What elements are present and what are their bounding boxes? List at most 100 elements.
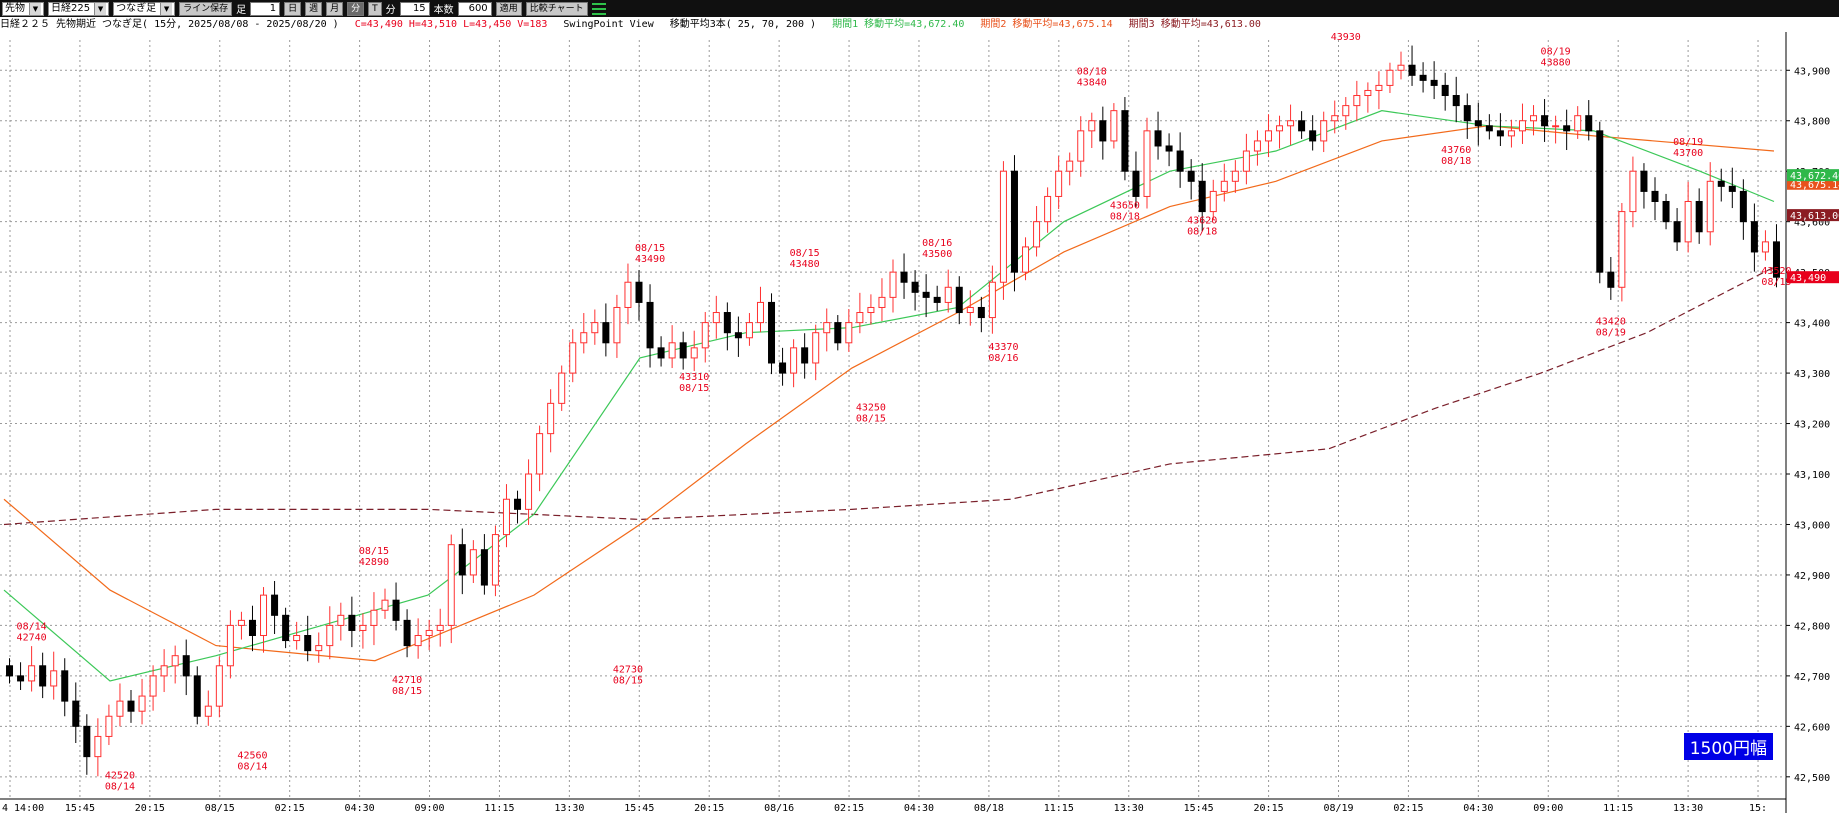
swing-point-label: 08/15 xyxy=(613,676,643,687)
swing-point-label: 08/15 xyxy=(392,686,422,697)
index-select[interactable]: 日経225 ▼ xyxy=(48,1,110,16)
view-label: SwingPoint View xyxy=(563,19,654,30)
candle-body xyxy=(812,332,820,364)
candle-body xyxy=(1320,120,1328,142)
candle-body xyxy=(436,624,444,631)
candle-body xyxy=(1651,190,1659,202)
candle-body xyxy=(1386,69,1394,86)
price-box-label: 43,675.14 xyxy=(1790,180,1839,191)
candle-body xyxy=(1518,120,1526,132)
swing-point-label: 43760 xyxy=(1441,145,1471,156)
x-tick-label: 15: xyxy=(1749,803,1767,813)
candlestick-chart[interactable]: 42,500 42,600 42,700 42,800 42,900 43,000 43,1… xyxy=(0,32,1839,813)
candle-body xyxy=(6,665,14,677)
candle-body xyxy=(1231,170,1239,182)
x-tick-label: 15:45 xyxy=(65,803,95,813)
candle-body xyxy=(458,544,466,576)
swing-point-label: 43370 xyxy=(988,342,1018,353)
candle-body xyxy=(1154,130,1162,147)
candle-body xyxy=(690,347,698,359)
price-box xyxy=(1787,271,1839,284)
swing-point-label: 43490 xyxy=(635,254,665,265)
candle-body xyxy=(237,619,245,626)
candle-body xyxy=(50,670,58,687)
price-box-label: 43,490 xyxy=(1790,273,1826,284)
candle-body xyxy=(1607,271,1615,288)
swing-point-label: 43840 xyxy=(1077,78,1107,89)
x-tick-label: 20:15 xyxy=(135,803,165,813)
candle-body xyxy=(845,322,853,344)
candle-body xyxy=(392,599,400,621)
candle-body xyxy=(558,372,566,404)
contract-select[interactable]: つなぎ足 ▼ xyxy=(113,1,176,16)
compare-chart-button[interactable]: 比較チャート xyxy=(525,1,588,16)
ma2-line xyxy=(3,125,1775,662)
candle-body xyxy=(580,332,588,344)
swing-point-label: 08/15 xyxy=(790,248,820,259)
candle-body xyxy=(1717,180,1725,187)
candle-body xyxy=(160,665,168,677)
period-month-button[interactable]: 月 xyxy=(326,1,344,16)
swing-point-label: 43250 xyxy=(856,402,886,413)
x-tick-label: 04:30 xyxy=(1463,803,1493,813)
swing-point-label: 08/16 xyxy=(988,353,1018,364)
apply-button[interactable]: 適用 xyxy=(495,1,522,16)
candle-body xyxy=(326,624,334,647)
candle-body xyxy=(1618,211,1626,288)
y-tick-label: 43,900 xyxy=(1794,66,1830,77)
candle-body xyxy=(701,322,709,349)
period-week-button[interactable]: 週 xyxy=(305,1,323,16)
candle-body xyxy=(1309,130,1317,142)
candle-body xyxy=(83,725,91,758)
candle-body xyxy=(403,619,411,647)
foot-count-input[interactable]: 1 xyxy=(250,1,281,16)
y-tick-label: 42,600 xyxy=(1794,722,1830,733)
save-line-button[interactable]: ライン保存 xyxy=(179,1,233,16)
y-tick-label: 42,500 xyxy=(1794,773,1830,784)
candle-body xyxy=(1640,170,1648,192)
swing-point-label: 08/14 xyxy=(17,622,47,633)
candle-body xyxy=(602,322,610,344)
swing-point-label: 08/18 xyxy=(1077,67,1107,78)
bars-icon[interactable] xyxy=(591,2,606,15)
candle-body xyxy=(756,301,764,324)
candle-body xyxy=(999,170,1007,283)
chart-title: 日経２２５ 先物期近 つなぎ足( 15分, 2025/08/08 - 2025/… xyxy=(0,19,339,30)
x-tick-label: 02:15 xyxy=(275,803,305,813)
swing-point-label: 42890 xyxy=(359,557,389,568)
swing-point-label: 43930 xyxy=(1331,32,1361,43)
candle-body xyxy=(1375,84,1383,91)
candle-body xyxy=(1242,150,1250,172)
interval-input[interactable]: 15 xyxy=(399,1,430,16)
candle-body xyxy=(1419,74,1427,81)
product-select[interactable]: 先物 ▼ xyxy=(2,1,44,16)
candle-body xyxy=(525,473,533,510)
candle-body xyxy=(447,544,455,626)
candle-body xyxy=(1496,130,1504,137)
candle-body xyxy=(248,619,256,637)
x-tick-label: 11:15 xyxy=(1044,803,1074,813)
swing-point-label: 08/19 xyxy=(1541,46,1571,57)
candle-body xyxy=(1596,130,1604,273)
candle-body xyxy=(1044,195,1052,223)
candle-body xyxy=(425,629,433,637)
x-tick-label: 08/19 xyxy=(1323,803,1353,813)
period-tick-button[interactable]: T xyxy=(368,1,382,16)
candle-body xyxy=(1331,115,1339,122)
period-minute-button[interactable]: 分 xyxy=(347,1,365,16)
candle-body xyxy=(1099,120,1107,142)
candle-body xyxy=(1353,95,1361,107)
info-line: 日経２２５ 先物期近 つなぎ足( 15分, 2025/08/08 - 2025/… xyxy=(0,18,1839,32)
candle-body xyxy=(1209,190,1217,213)
y-tick-label: 43,100 xyxy=(1794,470,1830,481)
x-tick-label: 13:30 xyxy=(1673,803,1703,813)
swing-point-label: 42730 xyxy=(613,665,643,676)
candle-body xyxy=(1563,125,1571,132)
candle-body xyxy=(138,695,146,712)
period-day-button[interactable]: 日 xyxy=(284,1,302,16)
candle-body xyxy=(1574,115,1582,132)
candle-body xyxy=(348,614,356,631)
price-box xyxy=(1787,209,1839,222)
bars-input[interactable]: 600 xyxy=(457,1,492,16)
x-tick-label: 02:15 xyxy=(1393,803,1423,813)
